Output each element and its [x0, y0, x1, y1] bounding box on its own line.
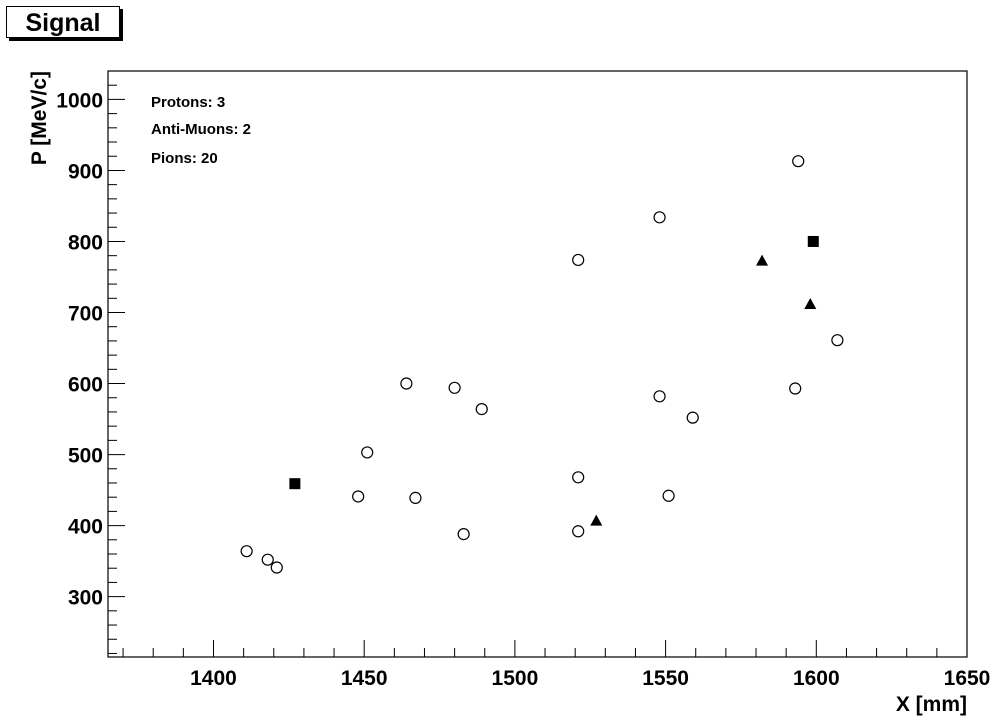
anti-muon-marker	[807, 235, 819, 247]
legend-entry-pions: Pions: 20	[151, 150, 218, 167]
x-tick-label: 1650	[944, 667, 991, 690]
anti-muon-marker	[289, 478, 301, 490]
y-tick-label: 600	[68, 374, 103, 397]
pion-marker	[572, 253, 585, 267]
pion-marker	[662, 489, 675, 502]
y-tick-label: 900	[68, 160, 103, 183]
pion-marker	[457, 528, 470, 541]
pion-marker	[361, 446, 374, 459]
pion-marker	[400, 377, 413, 390]
pion-marker	[792, 155, 805, 168]
pion-marker	[789, 382, 802, 395]
pion-marker	[831, 334, 844, 347]
y-axis-title: P [MeV/c]	[28, 71, 51, 165]
y-tick-label: 300	[68, 587, 103, 610]
legend: Protons: 3 Anti-Muons: 2 Pions: 20	[151, 94, 251, 167]
data-marks	[240, 155, 844, 574]
axes: 1400 1450 1500 1550 1600 1650 300 400 500 600 700 8…	[56, 70, 991, 690]
pion-marker	[448, 381, 461, 394]
x-tick-label: 1550	[642, 667, 689, 690]
x-tick-label: 1600	[793, 667, 840, 690]
y-tick-label: 800	[68, 231, 103, 254]
x-tick-label: 1450	[341, 667, 388, 690]
x-tick-label: 1500	[492, 667, 539, 690]
pion-marker	[261, 553, 274, 566]
y-tick-label: 400	[68, 516, 103, 539]
pion-marker	[572, 471, 585, 484]
pion-marker	[270, 561, 283, 574]
pion-marker	[352, 490, 365, 503]
pion-marker	[686, 411, 699, 424]
x-tick-label: 1400	[190, 667, 237, 690]
proton-marker	[804, 297, 817, 309]
x-axis-title: X [mm]	[896, 693, 967, 716]
y-tick-label: 500	[68, 445, 103, 468]
legend-entry-anti-muons: Anti-Muons: 2	[151, 121, 251, 138]
pion-marker	[475, 403, 488, 416]
pion-marker	[653, 211, 666, 224]
proton-marker	[756, 254, 769, 266]
plot-frame	[107, 70, 968, 658]
pion-marker	[240, 545, 253, 558]
pion-marker	[409, 491, 422, 504]
chart-title: Signal	[6, 6, 120, 38]
pion-marker	[572, 525, 585, 538]
y-tick-label: 1000	[56, 89, 103, 112]
pion-marker	[653, 390, 666, 403]
proton-marker	[590, 514, 603, 526]
legend-entry-protons: Protons: 3	[151, 94, 225, 111]
y-tick-label: 700	[68, 303, 103, 326]
